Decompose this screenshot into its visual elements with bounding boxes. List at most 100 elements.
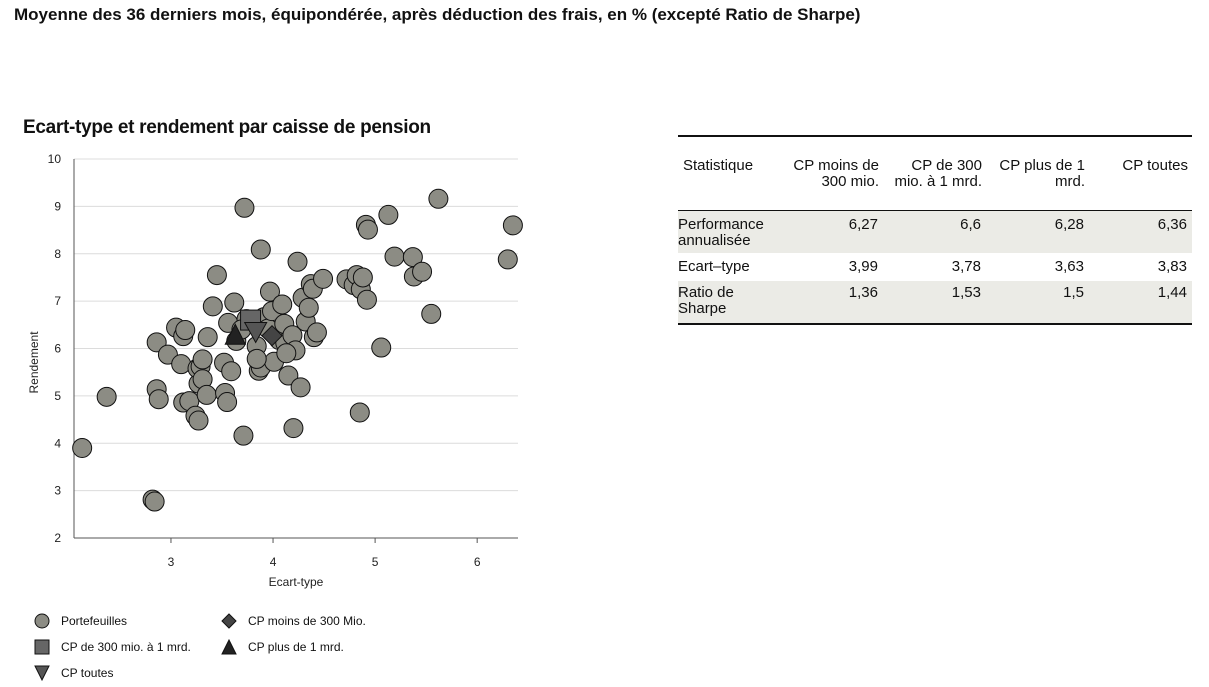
table-row: Ecart–type 3,99 3,78 3,63 3,83 <box>678 253 1192 281</box>
data-point-cp-large <box>224 323 247 345</box>
table-header-row: Statistique CP moins de 300 mio. CP de 3… <box>678 135 1192 211</box>
legend-label-portefeuilles: Portefeuilles <box>61 614 128 628</box>
data-point-portefeuille <box>283 418 304 439</box>
table-cell: 6,27 <box>774 210 883 253</box>
table-cell: 6,28 <box>986 210 1089 253</box>
data-point-portefeuille <box>196 384 217 405</box>
y-axis-label: Rendement <box>27 331 41 394</box>
legend-label-cp-all: CP toutes <box>61 666 114 680</box>
data-point-portefeuille <box>188 410 209 431</box>
data-point-portefeuille <box>96 386 117 407</box>
data-point-portefeuille <box>148 389 169 410</box>
data-point-portefeuille <box>217 392 238 413</box>
table-cell: 6,36 <box>1089 210 1192 253</box>
data-point-portefeuille <box>313 268 334 289</box>
table-cell: 1,44 <box>1089 281 1192 325</box>
table-cell: Ratio de Sharpe <box>678 281 774 325</box>
data-point-portefeuille <box>378 204 399 225</box>
legend-label-cp-large: CP plus de 1 mrd. <box>248 640 344 654</box>
legend-item-cp-all: CP toutes <box>34 665 113 681</box>
table-cell: 1,5 <box>986 281 1089 325</box>
data-point-portefeuille <box>384 246 405 267</box>
data-point-portefeuille <box>250 239 271 260</box>
data-point-portefeuille <box>428 188 449 209</box>
legend-label-cp-mid: CP de 300 mio. à 1 mrd. <box>61 640 191 654</box>
data-point-portefeuille <box>502 215 523 236</box>
table-cell: Ecart–type <box>678 258 750 275</box>
data-point-portefeuille <box>197 327 218 348</box>
data-point-portefeuille <box>356 289 377 310</box>
data-point-portefeuille <box>233 425 254 446</box>
y-tick-label: 2 <box>54 531 61 545</box>
y-tick-label: 6 <box>54 342 61 356</box>
data-point-portefeuille <box>298 297 319 318</box>
data-point-portefeuille <box>306 322 327 343</box>
data-point-portefeuille <box>287 251 308 272</box>
table-header-cell: CP moins de 300 mio. <box>774 135 883 211</box>
chart-legend: Portefeuilles CP moins de 300 Mio. CP de… <box>34 613 454 687</box>
table-cell: 6,6 <box>883 210 986 253</box>
data-point-portefeuille <box>206 265 227 286</box>
table-header-cell: CP toutes <box>1089 135 1192 211</box>
table-header-cell: CP de 300 mio. à 1 mrd. <box>883 135 986 211</box>
data-point-portefeuille <box>357 219 378 240</box>
table-row: Ratio de Sharpe 1,36 1,53 1,5 1,44 <box>678 281 1192 325</box>
data-point-portefeuille <box>276 343 297 364</box>
table-cell: 1,36 <box>774 281 883 325</box>
data-point-portefeuille <box>234 197 255 218</box>
data-point-cp-all <box>243 321 268 344</box>
chart-title: Ecart-type et rendement par caisse de pe… <box>23 117 431 138</box>
legend-square-icon <box>34 639 50 655</box>
x-tick-label: 5 <box>372 555 379 569</box>
data-point-portefeuille <box>175 320 196 341</box>
y-tick-label: 10 <box>48 152 62 166</box>
table-cell: 3,78 <box>951 258 981 275</box>
statistics-table: Statistique CP moins de 300 mio. CP de 3… <box>678 135 1192 325</box>
data-point-cp-small <box>261 325 283 347</box>
table-cell: 3,63 <box>1054 258 1084 275</box>
data-point-portefeuille <box>202 296 223 317</box>
legend-item-portefeuilles: Portefeuilles <box>34 613 127 629</box>
data-point-portefeuille <box>278 365 299 386</box>
legend-triangle-up-icon <box>221 639 237 655</box>
table-cell: 1,53 <box>883 281 986 325</box>
x-tick-label: 6 <box>474 555 481 569</box>
x-tick-label: 4 <box>270 555 277 569</box>
data-point-portefeuille <box>259 281 280 302</box>
data-point-portefeuille <box>192 349 213 370</box>
x-tick-label: 3 <box>168 555 175 569</box>
y-tick-label: 4 <box>54 436 61 450</box>
y-tick-label: 8 <box>54 247 61 261</box>
table-cell: Performance annualisée <box>678 210 774 253</box>
table-header-cell: CP plus de 1 mrd. <box>986 135 1089 211</box>
table-row: Performance annualisée 6,27 6,6 6,28 6,3… <box>678 210 1192 253</box>
legend-item-cp-mid: CP de 300 mio. à 1 mrd. <box>34 639 191 655</box>
table-cell: 3,99 <box>848 258 878 275</box>
y-tick-label: 5 <box>54 389 61 403</box>
data-point-portefeuille <box>349 402 370 423</box>
table-header-cell: Statistique <box>678 135 774 211</box>
data-point-portefeuille <box>224 292 245 313</box>
data-point-portefeuille <box>144 491 165 512</box>
data-point-portefeuille <box>221 361 242 382</box>
data-point-portefeuille <box>421 303 442 324</box>
data-point-portefeuille <box>290 377 311 398</box>
y-tick-label: 9 <box>54 199 61 213</box>
scatter-chart: 2 3 4 5 6 7 8 9 10 3 4 5 6 Ecart-type Rendement <box>27 152 523 589</box>
data-point-portefeuille <box>246 348 267 369</box>
legend-label-cp-small: CP moins de 300 Mio. <box>248 614 366 628</box>
data-point-portefeuille <box>412 261 433 282</box>
legend-triangle-down-icon <box>34 665 50 681</box>
x-axis-label: Ecart-type <box>269 575 324 589</box>
page-header: Moyenne des 36 derniers mois, équipondér… <box>14 5 861 24</box>
y-tick-label: 3 <box>54 484 61 498</box>
legend-item-cp-large: CP plus de 1 mrd. <box>221 639 344 655</box>
data-point-portefeuille <box>497 249 518 270</box>
data-point-portefeuille <box>352 267 373 288</box>
data-point-portefeuille <box>371 337 392 358</box>
y-tick-label: 7 <box>54 294 61 308</box>
legend-circle-icon <box>34 613 50 629</box>
legend-item-cp-small: CP moins de 300 Mio. <box>221 613 366 629</box>
legend-diamond-icon <box>221 613 237 629</box>
data-point-portefeuille <box>72 437 93 458</box>
